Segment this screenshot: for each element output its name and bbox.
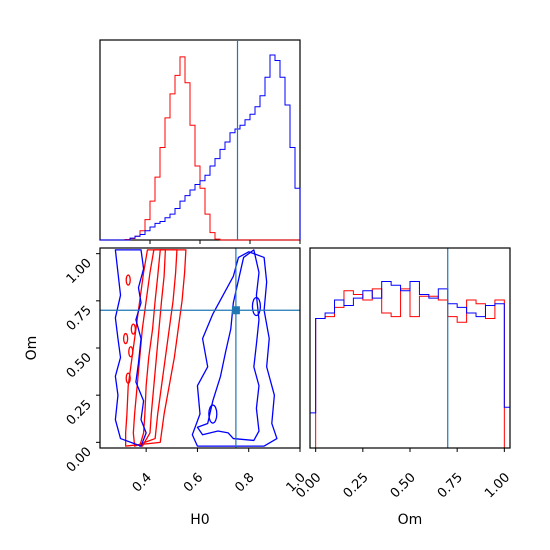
x-axis-label-om: Om bbox=[398, 512, 423, 528]
contour-series-1-level-0 bbox=[114, 249, 147, 447]
om-marginal-histogram: 0.00 0.25 0.50 0.75 1.00 Om bbox=[293, 247, 513, 528]
y-tick-label-0: 0.00 bbox=[64, 445, 95, 476]
y-tick-label-1: 0.25 bbox=[64, 397, 95, 428]
y-tick-label-3: 0.75 bbox=[64, 303, 95, 334]
om-hist-series-0 bbox=[310, 288, 510, 449]
contour-blue-island-1 bbox=[251, 296, 262, 317]
contour-blue-island-0 bbox=[208, 404, 218, 424]
contour-island-2 bbox=[128, 346, 134, 358]
x-tick-label-2: 0.8 bbox=[232, 470, 257, 495]
y-tick-label-4: 1.00 bbox=[64, 256, 95, 287]
h0-hist-series-0 bbox=[100, 56, 300, 241]
contour-island-0 bbox=[125, 274, 131, 286]
om-hist-frame bbox=[309, 247, 511, 449]
om-x-tick-label-2: 0.50 bbox=[388, 470, 419, 501]
h0-hist-series-1 bbox=[100, 54, 301, 241]
contour-island-3 bbox=[125, 372, 131, 384]
y-axis-label-om: Om bbox=[24, 336, 40, 361]
x-tick-label-0: 0.4 bbox=[130, 470, 155, 495]
om-hist-series-1 bbox=[309, 281, 511, 448]
h0-om-contour-panel: 0.4 0.6 0.8 1.0 0.000.250.500.751.00 H0 Om bbox=[24, 247, 309, 528]
contour-island-1 bbox=[122, 332, 129, 345]
x-axis-label-h0: H0 bbox=[190, 512, 209, 528]
truth-marker bbox=[231, 306, 240, 315]
h0-marginal-histogram bbox=[99, 39, 301, 244]
contour-island-4 bbox=[130, 323, 136, 335]
om-x-tick-label-1: 0.25 bbox=[341, 470, 372, 501]
contour-series-1-level-1 bbox=[196, 249, 260, 442]
x-tick-label-1: 0.6 bbox=[181, 470, 206, 495]
om-x-tick-label-4: 1.00 bbox=[482, 470, 513, 501]
y-tick-label-2: 0.50 bbox=[64, 350, 95, 381]
contour-series-0-level-2 bbox=[124, 249, 187, 447]
contour-series-1-level-2 bbox=[191, 251, 278, 447]
om-x-tick-label-3: 0.75 bbox=[435, 470, 466, 501]
contour-series-0-level-0 bbox=[139, 249, 167, 447]
